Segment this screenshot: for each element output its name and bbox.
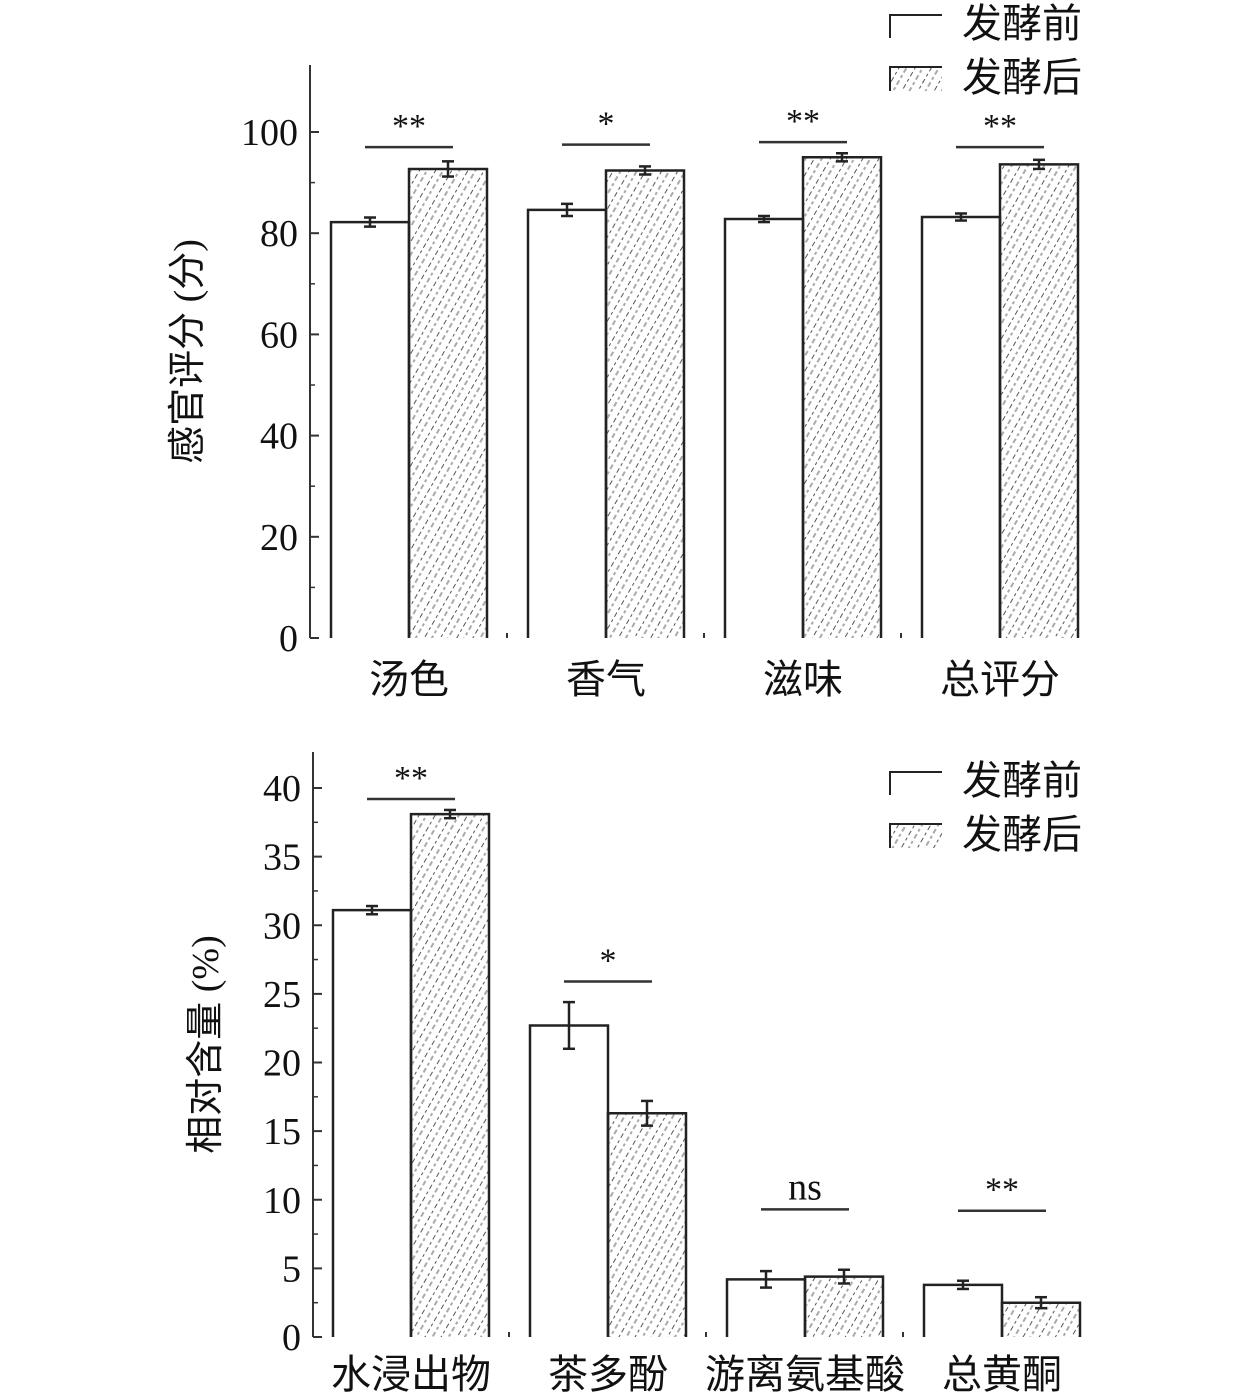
y-tick-label: 20 bbox=[260, 517, 298, 559]
bar-before bbox=[329, 220, 411, 638]
bar-after bbox=[411, 814, 489, 1337]
bar-after bbox=[805, 1276, 883, 1337]
significance-label: ns bbox=[788, 1166, 822, 1208]
y-tick-label: 35 bbox=[263, 837, 301, 879]
x-tick-label: 香气 bbox=[566, 657, 646, 702]
legend-swatch-after bbox=[890, 67, 942, 91]
x-tick-label: 茶多酚 bbox=[548, 1352, 668, 1397]
legend-swatch-after-outline bbox=[889, 823, 942, 848]
y-tick-label: 60 bbox=[260, 314, 298, 356]
y-tick-label: 15 bbox=[263, 1111, 301, 1153]
bar-before bbox=[723, 217, 805, 638]
legend-swatch-before bbox=[889, 14, 942, 38]
legend-swatch-after bbox=[890, 824, 942, 848]
x-tick-label: 汤色 bbox=[369, 657, 449, 702]
bar-after bbox=[803, 157, 881, 639]
bar-after bbox=[608, 1113, 686, 1337]
significance-label: ** bbox=[983, 108, 1017, 145]
legend-label-before: 发酵前 bbox=[962, 1, 1082, 46]
x-tick-label: 滋味 bbox=[763, 657, 843, 702]
y-tick-label: 0 bbox=[282, 1317, 301, 1359]
bar-after bbox=[606, 170, 684, 638]
legend-swatch-before bbox=[889, 771, 942, 795]
x-tick-label: 总评分 bbox=[940, 657, 1060, 702]
legend-swatch-after-outline bbox=[889, 66, 942, 91]
y-tick-label: 20 bbox=[263, 1043, 301, 1085]
bar-before bbox=[331, 908, 413, 1337]
y-tick-label: 25 bbox=[263, 974, 301, 1016]
y-tick-label: 40 bbox=[260, 416, 298, 458]
y-tick-label: 80 bbox=[260, 213, 298, 255]
y-tick-label: 30 bbox=[263, 905, 301, 947]
bar-before bbox=[922, 1283, 1004, 1337]
y-axis-label: 相对含量 (%) bbox=[185, 935, 227, 1153]
significance-label: * bbox=[598, 106, 615, 143]
x-tick-label: 总黄酮 bbox=[942, 1352, 1062, 1397]
bar-after bbox=[1000, 164, 1078, 638]
y-tick-label: 40 bbox=[263, 768, 301, 810]
y-tick-label: 10 bbox=[263, 1180, 301, 1222]
legend-label-after: 发酵后 bbox=[962, 55, 1082, 100]
x-tick-label: 水浸出物 bbox=[331, 1352, 491, 1397]
significance-label: ** bbox=[786, 103, 820, 140]
y-axis-label: 感官评分 (分) bbox=[167, 239, 209, 464]
significance-label: * bbox=[600, 943, 617, 980]
significance-label: ** bbox=[394, 760, 428, 797]
y-tick-label: 100 bbox=[241, 112, 298, 154]
bar-after bbox=[409, 168, 487, 639]
bar-before bbox=[920, 215, 1002, 638]
significance-label: ** bbox=[985, 1172, 1019, 1209]
bar-before bbox=[526, 208, 608, 638]
legend-label-before: 发酵前 bbox=[962, 758, 1082, 803]
legend-label-after: 发酵后 bbox=[962, 812, 1082, 857]
significance-label: ** bbox=[392, 108, 426, 145]
bar-before bbox=[528, 1024, 610, 1337]
y-tick-label: 0 bbox=[279, 618, 298, 660]
x-tick-label: 游离氨基酸 bbox=[705, 1352, 905, 1397]
y-tick-label: 5 bbox=[282, 1248, 301, 1290]
